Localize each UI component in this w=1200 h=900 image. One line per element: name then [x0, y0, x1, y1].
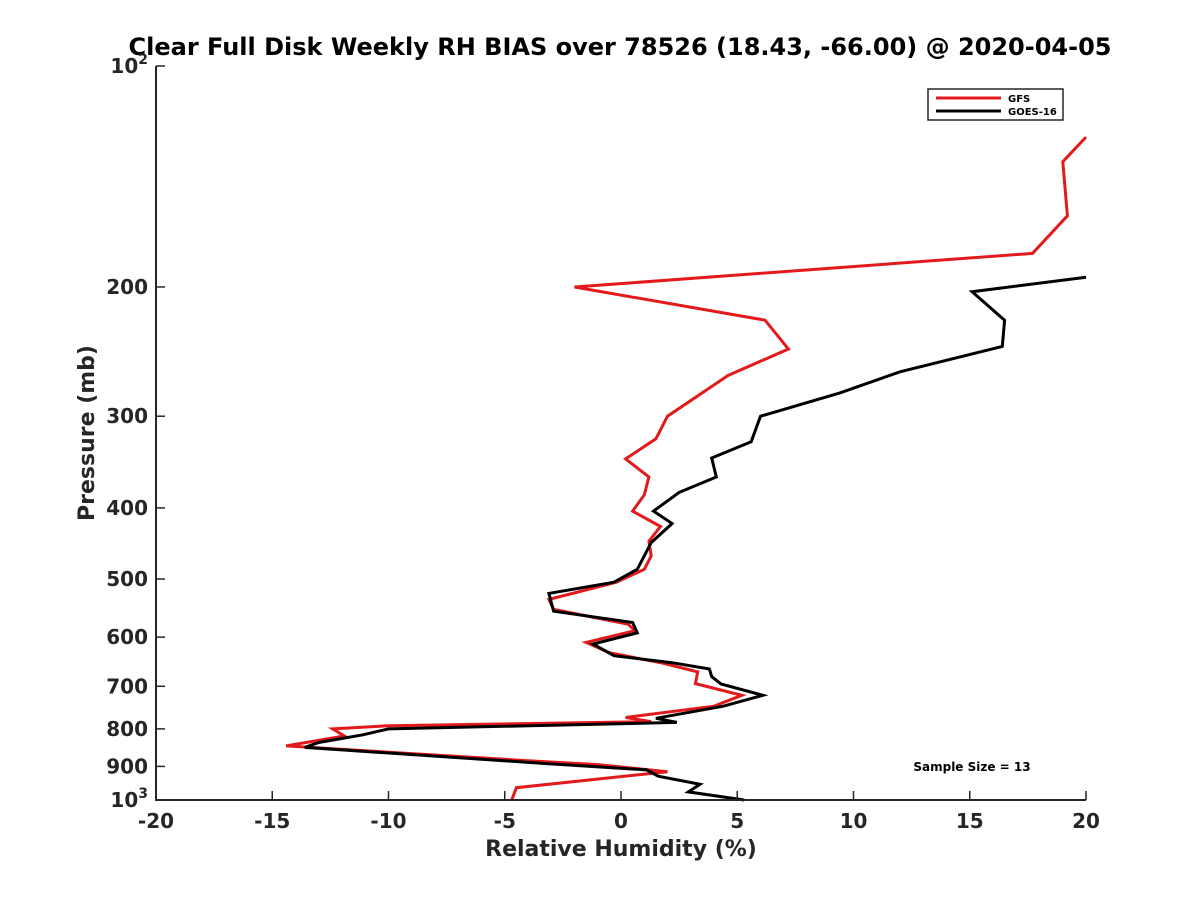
- y-tick-label: 102: [110, 52, 148, 78]
- series-line-goes-16: [304, 275, 1087, 802]
- x-tick-label: 15: [956, 809, 984, 833]
- legend-label: GFS: [1008, 94, 1030, 105]
- legend-label: GOES-16: [1008, 107, 1057, 118]
- plot-area: -20 -15 -10 -5 0 5 10 15 20 102 200 300 400 500 600 70…: [106, 52, 1100, 833]
- x-axis-label: Relative Humidity (%): [485, 837, 757, 862]
- y-axis-ticks: 102 200 300 400 500 600 700 800 900 103: [106, 52, 165, 812]
- x-tick-label: 0: [614, 809, 628, 833]
- y-tick-label: 500: [106, 567, 148, 591]
- y-tick-label: 800: [106, 717, 148, 741]
- sample-size-annotation: Sample Size = 13: [913, 760, 1030, 774]
- chart-title: Clear Full Disk Weekly RH BIAS over 7852…: [129, 33, 1112, 61]
- axis-frame: [155, 66, 1086, 801]
- x-tick-label: 20: [1072, 809, 1100, 833]
- y-tick-label: 200: [106, 275, 148, 299]
- y-tick-label: 700: [106, 674, 148, 698]
- legend: GFS GOES-16: [927, 88, 1064, 121]
- series-line-gfs: [285, 136, 1088, 801]
- x-tick-label: -15: [254, 809, 290, 833]
- x-tick-label: -5: [494, 809, 516, 833]
- x-tick-label: 5: [730, 809, 744, 833]
- y-tick-label: 400: [106, 496, 148, 520]
- legend-box: [927, 88, 1064, 121]
- y-tick-label: 300: [106, 404, 148, 428]
- x-tick-label: -10: [370, 809, 406, 833]
- x-tick-label: 10: [840, 809, 868, 833]
- x-tick-label: -20: [138, 809, 174, 833]
- y-axis-label: Pressure (mb): [75, 345, 100, 521]
- y-tick-label: 103: [110, 786, 148, 812]
- x-axis-ticks: -20 -15 -10 -5 0 5 10 15 20: [138, 791, 1100, 833]
- y-tick-label: 600: [106, 625, 148, 649]
- y-tick-label: 900: [106, 754, 148, 778]
- series-layer: [285, 136, 1088, 802]
